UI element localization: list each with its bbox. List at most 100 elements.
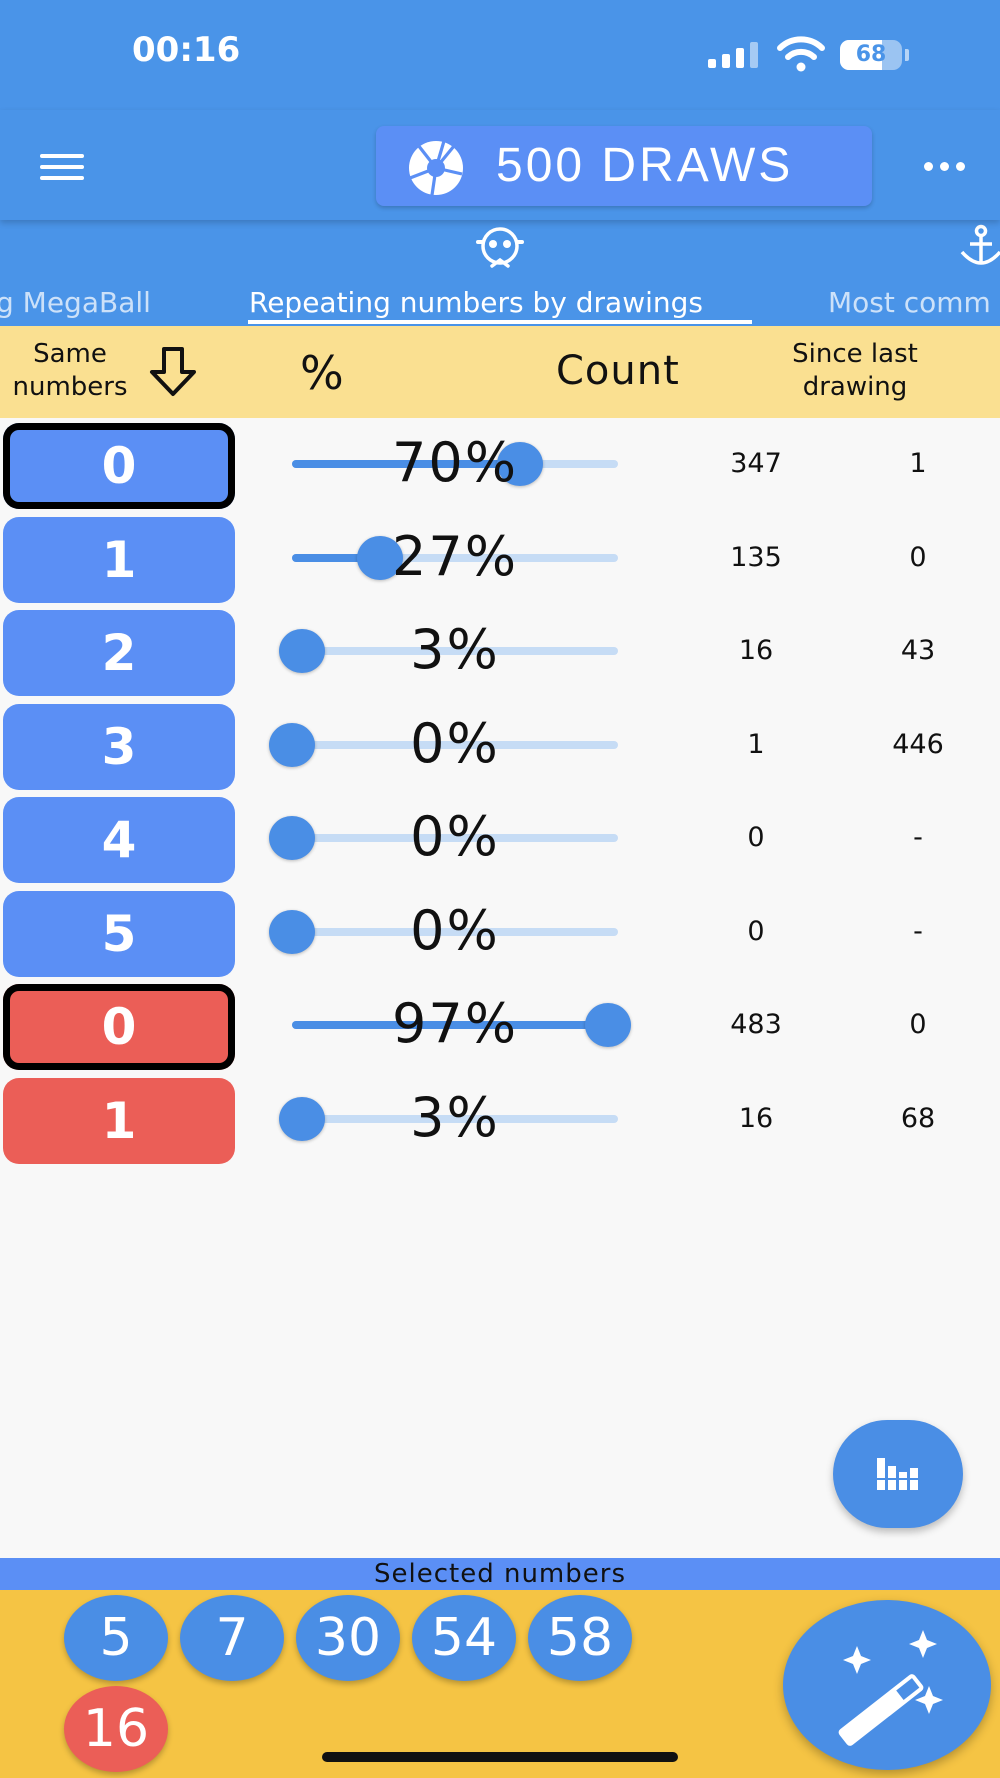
header-since-last-drawing[interactable]: Since last drawing [760, 338, 950, 404]
tab-repeating-numbers[interactable]: Repeating numbers by drawings [249, 286, 704, 319]
percent-value: 0% [410, 711, 500, 775]
percent-slider-track [292, 834, 618, 842]
count-value: 16 [738, 635, 774, 666]
table-row: 5 0% 0 - [0, 886, 1000, 980]
since-last-drawing-value: - [913, 915, 923, 947]
aperture-icon [409, 140, 463, 196]
same-numbers-button[interactable]: 0 [3, 984, 235, 1070]
percent-value: 0% [410, 898, 500, 962]
percent-slider-thumb[interactable] [357, 535, 404, 580]
percent-slider-fill [292, 553, 381, 562]
since-last-drawing-value: 68 [900, 1102, 936, 1134]
selected-number-ball[interactable]: 7 [180, 1595, 284, 1681]
selected-number-ball[interactable]: 5 [64, 1595, 168, 1681]
same-numbers-button[interactable]: 1 [3, 516, 235, 603]
header-percent[interactable]: % [300, 346, 344, 400]
tab-most-common[interactable]: Most comm [828, 286, 991, 319]
percent-slider-thumb[interactable] [269, 722, 315, 767]
more-options-icon[interactable] [924, 162, 966, 174]
chart-fab-button[interactable] [833, 1420, 963, 1528]
table-row: 4 0% 0 - [0, 792, 1000, 886]
draws-label: 500 DRAWS [496, 139, 794, 192]
count-value: 483 [730, 1009, 782, 1040]
count-value: 1 [747, 728, 765, 760]
header-since-line2: drawing [802, 372, 908, 402]
same-numbers-button[interactable]: 3 [3, 703, 235, 790]
percent-slider-thumb[interactable] [497, 442, 544, 486]
battery-tip [905, 49, 909, 61]
percent-value: 0% [410, 805, 500, 868]
count-value: 135 [730, 541, 782, 573]
status-bar: 00:16 68 [0, 0, 1000, 110]
active-tab-indicator [248, 320, 752, 324]
header-count[interactable]: Count [556, 348, 680, 394]
status-time: 00:16 [132, 30, 241, 70]
robot-icon [476, 227, 524, 268]
percent-slider-track [292, 553, 618, 562]
selected-numbers-label: Selected numbers [0, 1558, 1000, 1590]
since-last-drawing-value: 0 [909, 541, 927, 573]
table-row: 0 70% 347 1 [0, 418, 1000, 512]
percent-slider-thumb[interactable] [278, 629, 325, 673]
table-row: 1 3% 16 68 [0, 1073, 1000, 1167]
draws-selector-button[interactable]: 500 DRAWS [376, 126, 872, 206]
selected-number-ball[interactable]: 58 [528, 1595, 632, 1681]
count-value: 347 [730, 448, 782, 479]
battery-percent: 68 [855, 42, 887, 67]
percent-value: 3% [410, 618, 500, 681]
percent-slider-track [292, 927, 618, 936]
table-row: 1 27% 135 0 [0, 512, 1000, 606]
since-last-drawing-value: - [913, 822, 923, 853]
percent-slider-fill [292, 460, 521, 468]
since-last-drawing-value: 446 [892, 728, 944, 760]
app-bar: 500 DRAWS [0, 110, 1000, 220]
table-row: 3 0% 1 446 [0, 699, 1000, 793]
percent-slider-thumb[interactable] [278, 1096, 325, 1141]
bar-chart-icon [877, 1458, 919, 1490]
percent-slider-fill [292, 1021, 609, 1029]
tab-bar: g MegaBall Repeating numbers by drawings… [0, 220, 1000, 326]
since-last-drawing-value: 1 [909, 448, 927, 479]
table-header: Same numbers % Count Since last drawing [0, 326, 1000, 418]
menu-icon[interactable] [40, 154, 86, 180]
battery-icon: 68 [840, 40, 902, 70]
percent-value: 97% [391, 992, 519, 1055]
header-same-line2: numbers [12, 372, 128, 402]
header-since-line1: Since last [792, 339, 918, 369]
table-row: 2 3% 16 43 [0, 605, 1000, 699]
magic-wand-fab-button[interactable] [783, 1600, 991, 1770]
arrow-down-icon[interactable] [148, 346, 198, 398]
magic-wand-icon [838, 1630, 943, 1746]
percent-value: 70% [391, 431, 519, 494]
selected-megaball[interactable]: 16 [64, 1686, 168, 1772]
same-numbers-button[interactable]: 4 [3, 797, 235, 883]
stats-table: 0 70% 347 1 1 27% 135 0 2 3% 16 43 3 0% 1 446 4 0% 0 - 5 0% 0 -… [0, 418, 1000, 1166]
header-same-numbers[interactable]: Same numbers [0, 338, 140, 404]
home-indicator [322, 1752, 678, 1762]
wifi-icon [777, 36, 825, 72]
table-row: 0 97% 483 0 [0, 979, 1000, 1073]
percent-slider-track [292, 740, 618, 749]
selected-number-ball[interactable]: 54 [412, 1595, 516, 1681]
anchor-icon [960, 224, 1000, 265]
same-numbers-button[interactable]: 1 [3, 1077, 235, 1164]
since-last-drawing-value: 0 [909, 1009, 927, 1040]
percent-slider-thumb[interactable] [585, 1003, 632, 1047]
same-numbers-button[interactable]: 5 [3, 890, 235, 977]
cellular-signal-icon [708, 42, 762, 68]
header-same-line1: Same [33, 339, 107, 369]
tab-megaball[interactable]: g MegaBall [0, 286, 151, 319]
percent-value: 27% [391, 524, 519, 588]
count-value: 0 [747, 915, 765, 947]
count-value: 16 [738, 1102, 774, 1134]
since-last-drawing-value: 43 [900, 635, 936, 666]
same-numbers-button[interactable]: 2 [3, 610, 235, 696]
same-numbers-button[interactable]: 0 [3, 423, 235, 509]
selected-number-ball[interactable]: 30 [296, 1595, 400, 1681]
count-value: 0 [747, 822, 765, 853]
percent-slider-thumb[interactable] [269, 909, 315, 954]
percent-slider-thumb[interactable] [269, 816, 315, 860]
percent-slider-track [292, 1114, 618, 1123]
percent-slider-track [292, 647, 618, 655]
percent-value: 3% [410, 1085, 500, 1149]
